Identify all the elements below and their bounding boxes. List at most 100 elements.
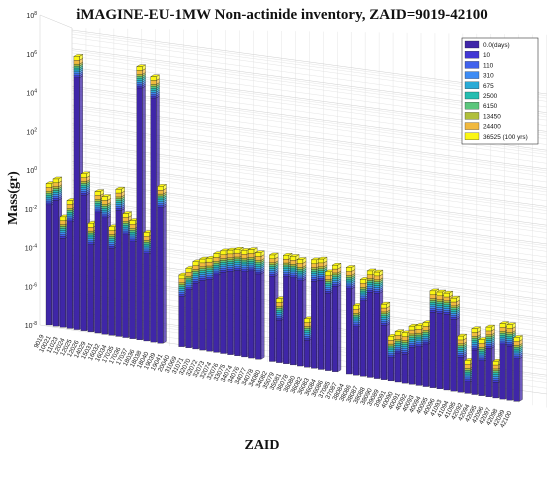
- bar-segment: [276, 306, 283, 309]
- bar-segment: [80, 187, 87, 190]
- chart-title: iMAGINE-EU-1MW Non-actinide inventory, Z…: [76, 7, 488, 23]
- bar-segment: [136, 85, 143, 89]
- bar-segment: [115, 202, 122, 205]
- bar-segment: [311, 275, 317, 278]
- bar-segment: [352, 309, 359, 314]
- bar-segment: [387, 355, 394, 358]
- bar-segment: [394, 346, 401, 350]
- bar-segment: [380, 313, 387, 316]
- bar-segment: [471, 347, 478, 351]
- bar-segment: [283, 270, 290, 273]
- legend-entry: 310: [483, 73, 494, 80]
- bar-segment: [45, 191, 52, 194]
- bar-segment: [269, 258, 276, 263]
- bar-segment: [220, 268, 227, 271]
- bar-stacks: [45, 54, 524, 402]
- bar-segment: [297, 272, 304, 276]
- bar-segment: [94, 191, 101, 196]
- bar-segment: [234, 252, 241, 258]
- bar-segment: [199, 280, 206, 351]
- bar-segment: [332, 282, 338, 285]
- bar-segment: [73, 71, 80, 74]
- bar-segment: [115, 210, 122, 337]
- bar-segment: [157, 205, 164, 208]
- bar-segment: [492, 368, 499, 371]
- bar-segment: [52, 186, 59, 189]
- bar-segment: [199, 276, 206, 279]
- bar-segment: [387, 347, 394, 351]
- bar-segment: [248, 268, 255, 272]
- bar-segment: [234, 266, 241, 269]
- bar-segment: [359, 296, 366, 299]
- bar-segment: [401, 348, 408, 351]
- bar-segment: [436, 313, 443, 389]
- bar-segment: [436, 309, 443, 312]
- bar-segment: [373, 271, 380, 277]
- bar-segment: [241, 250, 248, 255]
- bar-segment: [290, 275, 297, 278]
- bar-segment: [122, 221, 129, 224]
- bar-segment: [387, 357, 394, 382]
- bar-segment: [345, 282, 352, 286]
- bar-segment: [73, 69, 80, 73]
- bar-segment: [73, 63, 80, 67]
- bar-segment: [234, 268, 241, 271]
- bar-segment: [359, 290, 366, 294]
- bar-segment: [73, 75, 80, 78]
- bar-segment: [59, 220, 66, 225]
- bar-segment: [499, 340, 506, 344]
- bar-segment: [136, 83, 143, 87]
- bar-segment: [59, 238, 66, 328]
- bar-segment: [387, 353, 394, 356]
- bar-segment: [192, 282, 199, 350]
- bar-top: [394, 329, 405, 332]
- legend-swatch: [464, 51, 480, 59]
- bar-segment: [436, 311, 443, 314]
- bar-side: [519, 356, 523, 402]
- bar-segment: [464, 368, 471, 371]
- bar-segment: [478, 358, 485, 361]
- bar-side: [337, 284, 342, 373]
- bar-segment: [122, 213, 129, 218]
- bar-segment: [185, 272, 192, 277]
- bar-segment: [101, 215, 108, 219]
- bar-segment: [311, 271, 317, 274]
- bar-segment: [506, 345, 513, 401]
- bar-segment: [359, 292, 366, 296]
- x-axis-label: ZAID: [244, 438, 279, 453]
- bar-segment: [401, 342, 408, 345]
- bar-segment: [80, 173, 87, 178]
- bar-segment: [129, 228, 136, 231]
- bar-segment: [450, 315, 457, 318]
- bar-segment: [255, 271, 262, 275]
- bar-segment: [450, 309, 457, 312]
- bar-segment: [213, 266, 220, 270]
- bar-segment: [52, 194, 59, 197]
- bar-segment: [143, 249, 150, 252]
- bar-segment: [373, 275, 380, 280]
- bar-segment: [108, 247, 115, 336]
- bar-top: [157, 184, 168, 187]
- bar-segment: [241, 269, 248, 272]
- bar-top: [296, 257, 307, 260]
- bar-top: [436, 289, 447, 293]
- bar-segment: [227, 253, 234, 258]
- bar-segment: [213, 261, 220, 264]
- bar-segment: [394, 345, 401, 348]
- bar-segment: [269, 276, 276, 362]
- bar-segment: [485, 340, 492, 343]
- bar-top: [373, 269, 384, 273]
- bar-segment: [66, 215, 73, 219]
- legend-swatch: [464, 71, 480, 79]
- bar-segment: [192, 273, 199, 276]
- bar-segment: [352, 316, 359, 320]
- bar-segment: [283, 268, 290, 271]
- bar-segment: [94, 212, 101, 334]
- bar-segment: [283, 276, 290, 364]
- bar-segment: [492, 370, 499, 373]
- bar-segment: [464, 373, 471, 377]
- bar-segment: [401, 353, 408, 384]
- bar-segment: [492, 372, 499, 375]
- bar-segment: [108, 234, 115, 237]
